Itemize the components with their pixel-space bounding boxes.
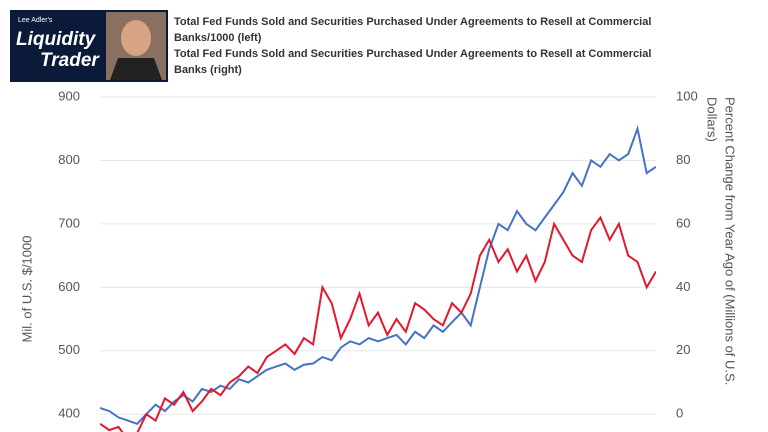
legend-entry: Total Fed Funds Sold and Securities Purc…	[174, 48, 651, 76]
photo-suit	[110, 58, 162, 80]
y2-tick-label: 40	[676, 279, 690, 294]
photo-face	[121, 20, 151, 56]
y-tick-label: 900	[58, 88, 80, 103]
brand: Trader	[40, 50, 100, 71]
y-tick-label: 700	[58, 215, 80, 230]
y-tick-label: 600	[58, 279, 80, 294]
y-tick-label: 500	[58, 342, 80, 357]
y-tick-label: 400	[58, 406, 80, 421]
y2-tick-label: 80	[676, 152, 690, 167]
legend-entry: Total Fed Funds Sold and Securities Purc…	[174, 16, 651, 44]
series-line	[100, 125, 656, 425]
y2-tick-label: 20	[676, 342, 690, 357]
y-tick-label: 800	[58, 152, 80, 167]
series-line	[100, 215, 656, 432]
y2-tick-label: 100	[676, 88, 698, 103]
y2-axis-title: Dollars)	[705, 97, 720, 142]
y-axis-title: Mil. of U.S. $/1000	[19, 236, 34, 343]
brand: Liquidity	[16, 29, 97, 50]
y2-axis-title: Percent Change from Year Ago of (Million…	[723, 97, 738, 385]
brand-small: Lee Adler's	[18, 17, 53, 24]
y2-tick-label: 60	[676, 215, 690, 230]
y2-tick-label: 0	[676, 406, 683, 421]
